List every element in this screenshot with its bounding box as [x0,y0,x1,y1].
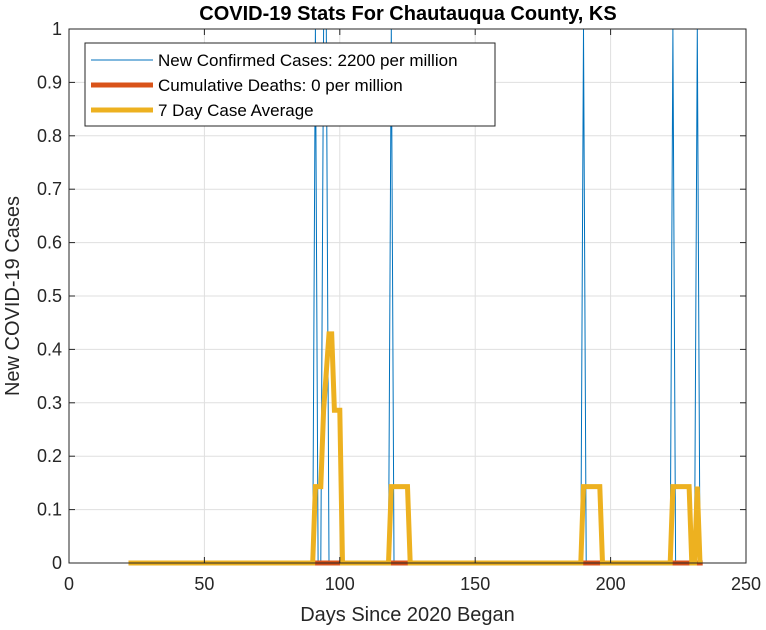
chart-title: COVID-19 Stats For Chautauqua County, KS [199,3,616,25]
x-tick-label: 0 [64,574,74,594]
y-tick-label: 0.3 [37,393,62,413]
series-line-2 [128,331,703,566]
y-tick-label: 0.8 [37,126,62,146]
y-tick-label: 0 [52,553,62,573]
axis-ticks: 0 50 100 150 200 250 0 0.1 0.2 0.3 0.4 0.5 0.6 0.7 0.8… [37,19,761,594]
y-tick-label: 0.7 [37,179,62,199]
x-tick-label: 250 [731,574,761,594]
x-tick-label: 150 [460,574,490,594]
x-tick-label: 50 [194,574,214,594]
legend-label-average: 7 Day Case Average [158,101,314,120]
x-tick-label: 200 [596,574,626,594]
legend-label-deaths: Cumulative Deaths: 0 per million [158,76,403,95]
y-tick-label: 0.2 [37,446,62,466]
legend-box [84,42,496,127]
y-axis-label: New COVID-19 Cases [2,196,24,396]
y-tick-label: 0.5 [37,286,62,306]
y-tick-label: 1 [52,19,62,39]
x-tick-label: 100 [325,574,355,594]
legend-label-new-cases: New Confirmed Cases: 2200 per million [158,51,458,70]
y-tick-label: 0.1 [37,500,62,520]
legend: New Confirmed Cases: 2200 per million Cu… [84,42,496,127]
y-tick-label: 0.4 [37,339,62,359]
y-tick-label: 0.9 [37,72,62,92]
y-tick-label: 0.6 [37,233,62,253]
x-axis-label: Days Since 2020 Began [300,604,515,626]
